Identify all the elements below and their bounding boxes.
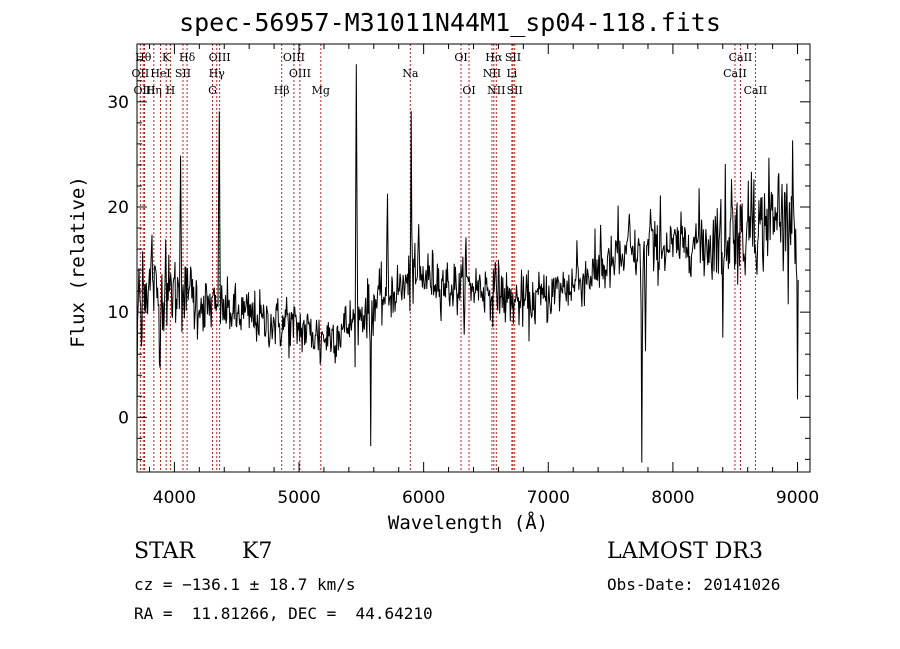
y-axis-label: Flux (relative) — [67, 176, 89, 348]
y-tick-label: 10 — [107, 303, 129, 323]
y-tick-label: 20 — [107, 198, 129, 218]
line-label: Li — [506, 67, 517, 80]
line-label: SII — [505, 51, 521, 64]
spectrum-line — [136, 64, 799, 463]
line-label: HeI — [150, 67, 170, 80]
line-label: SII — [507, 84, 523, 97]
class-label: STAR — [134, 539, 195, 564]
x-tick-label: 4000 — [153, 488, 196, 508]
page-title: spec-56957-M31011N44M1_sp04-118.fits — [179, 8, 721, 37]
x-tick-label: 5000 — [277, 488, 320, 508]
line-label: Hγ — [209, 67, 226, 80]
axis-ticks: 4000 5000 6000 7000 8000 9000 0 10 20 30 — [107, 44, 819, 508]
line-label: H — [166, 84, 176, 97]
subclass-label: K7 — [242, 539, 273, 564]
x-tick-label: 7000 — [527, 488, 570, 508]
line-label: Hβ — [274, 84, 290, 97]
line-label: OIII — [133, 84, 155, 97]
line-label: NII — [483, 67, 501, 80]
x-tick-label: 9000 — [776, 488, 819, 508]
line-label: OIII — [283, 51, 305, 64]
y-tick-label: 0 — [118, 408, 129, 428]
observation-date: Obs-Date: 20141026 — [607, 575, 781, 594]
y-tick-label: 30 — [107, 93, 129, 113]
line-label: CaII — [723, 67, 747, 80]
line-label: G — [208, 84, 217, 97]
line-label: Hα — [485, 51, 503, 64]
survey-label: LAMOST DR3 — [607, 539, 763, 564]
line-label: CaII — [729, 51, 753, 64]
redshift-readout: cz = −136.1 ± 18.7 km/s — [134, 575, 356, 594]
line-label: Na — [402, 67, 419, 80]
line-label: CaII — [744, 84, 768, 97]
line-label: Mg — [312, 84, 330, 97]
line-label: OIII — [289, 67, 311, 80]
line-label: Hδ — [179, 51, 196, 64]
x-tick-label: 8000 — [651, 488, 694, 508]
line-label: NII — [487, 84, 505, 97]
line-markers — [139, 44, 756, 472]
line-label: Hη — [146, 84, 162, 97]
line-label: K — [162, 51, 171, 64]
line-label: OII — [132, 67, 150, 80]
x-axis-label: Wavelength (Å) — [388, 511, 548, 534]
line-label: OI — [462, 84, 475, 97]
line-label: Hθ — [135, 51, 152, 64]
line-label: OIII — [209, 51, 231, 64]
x-tick-label: 6000 — [402, 488, 445, 508]
line-label: OI — [454, 51, 467, 64]
line-label: SII — [175, 67, 191, 80]
coordinates-readout: RA = 11.81266, DEC = 44.64210 — [134, 604, 433, 623]
